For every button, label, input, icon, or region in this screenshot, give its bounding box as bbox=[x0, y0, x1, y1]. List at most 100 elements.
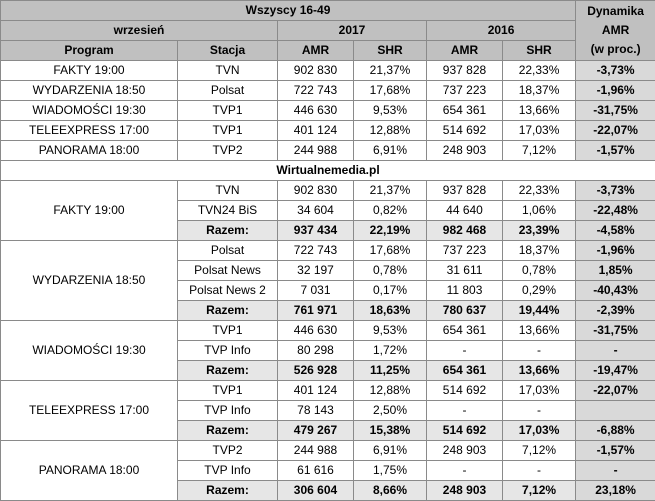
station-cell: Polsat bbox=[177, 80, 278, 101]
program-cell: FAKTY 19:00 bbox=[0, 60, 178, 81]
dynamics-cell: -40,43% bbox=[575, 280, 655, 301]
station-cell: TVP2 bbox=[177, 440, 278, 461]
amr-2017-cell: 34 604 bbox=[277, 200, 354, 221]
year-2017-header: 2017 bbox=[277, 20, 427, 41]
shr-2016-cell: 22,33% bbox=[501, 180, 577, 201]
dynamics-cell bbox=[575, 400, 655, 421]
total-label-cell: Razem: bbox=[177, 300, 278, 321]
amr-2017-cell: 78 143 bbox=[277, 400, 354, 421]
dynamics-cell: - bbox=[575, 340, 655, 361]
station-cell: TVP Info bbox=[177, 400, 278, 421]
amr-2016-cell: 31 611 bbox=[426, 260, 503, 281]
group-program-cell: FAKTY 19:00 bbox=[0, 180, 178, 241]
summary-row: WIADOMOŚCI 19:30 TVP1 446 630 9,53% 654 361 1… bbox=[0, 100, 655, 121]
amr-2017-cell: 61 616 bbox=[277, 460, 354, 481]
shr-2017-header: SHR bbox=[353, 40, 427, 61]
amr-2016-cell: 248 903 bbox=[426, 140, 503, 161]
group-total-row: Razem: 479 267 15,38% 514 692 17,03% -6,88% bbox=[1, 420, 655, 441]
dynamics-cell: -22,07% bbox=[575, 120, 655, 141]
group-row: FAKTY 19:00 TVN 902 830 21,37% 937 828 22,33%… bbox=[0, 180, 655, 241]
shr-2016-cell: 0,78% bbox=[501, 260, 577, 281]
amr-2016-cell: - bbox=[426, 460, 503, 481]
dynamics-header-line3: (w proc.) bbox=[590, 42, 641, 56]
shr-2017-cell: 6,91% bbox=[353, 140, 427, 161]
summary-row: FAKTY 19:00 TVN 902 830 21,37% 937 828 22,33%… bbox=[0, 60, 655, 81]
group-row: PANORAMA 18:00 TVP2 244 988 6,91% 248 903 7,1… bbox=[0, 440, 655, 501]
total-dynamics-cell: -2,39% bbox=[575, 300, 655, 321]
shr-2016-cell: 0,29% bbox=[501, 280, 577, 301]
program-header: Program bbox=[0, 40, 178, 61]
shr-2016-cell: - bbox=[501, 400, 577, 421]
amr-2016-header: AMR bbox=[426, 40, 503, 61]
amr-2016-cell: 44 640 bbox=[426, 200, 503, 221]
group-row: TVP Info 61 616 1,75% - - - bbox=[1, 460, 655, 481]
station-header: Stacja bbox=[177, 40, 278, 61]
total-amr-2016-cell: 248 903 bbox=[426, 480, 503, 501]
shr-2016-cell: 13,66% bbox=[501, 100, 577, 121]
group-row: WYDARZENIA 18:50 Polsat 722 743 17,68% 737 2… bbox=[0, 240, 655, 321]
shr-2016-cell: 1,06% bbox=[501, 200, 577, 221]
amr-2017-cell: 401 124 bbox=[277, 380, 354, 401]
group-row: TELEEXPRESS 17:00 TVP1 401 124 12,88% 514 69… bbox=[0, 380, 655, 441]
station-cell: TVN24 BiS bbox=[177, 200, 278, 221]
group-row: WIADOMOŚCI 19:30 TVP1 446 630 9,53% 654 361 1… bbox=[0, 320, 655, 381]
program-cell: TELEEXPRESS 17:00 bbox=[0, 120, 178, 141]
total-dynamics-cell: 23,18% bbox=[575, 480, 655, 501]
source-label: Wirtualnemedia.pl bbox=[0, 160, 655, 181]
shr-2017-cell: 0,82% bbox=[353, 200, 427, 221]
station-cell: TVP2 bbox=[177, 140, 278, 161]
shr-2017-cell: 9,53% bbox=[353, 100, 427, 121]
amr-2016-cell: 937 828 bbox=[426, 60, 503, 81]
period-row: wrzesień 2017 2016 bbox=[0, 20, 655, 41]
total-shr-2017-cell: 11,25% bbox=[353, 360, 427, 381]
shr-2017-cell: 17,68% bbox=[353, 240, 427, 261]
group-total-row: Razem: 526 928 11,25% 654 361 13,66% -19,47% bbox=[1, 360, 655, 381]
dynamics-header-line1: Dynamika bbox=[587, 4, 644, 18]
amr-2017-cell: 7 031 bbox=[277, 280, 354, 301]
amr-2016-cell: 514 692 bbox=[426, 380, 503, 401]
period-header: wrzesień bbox=[0, 20, 278, 41]
dynamics-cell: -22,48% bbox=[575, 200, 655, 221]
amr-2017-cell: 244 988 bbox=[277, 440, 354, 461]
amr-2016-cell: 937 828 bbox=[426, 180, 503, 201]
amr-2017-cell: 722 743 bbox=[277, 80, 354, 101]
column-header-row: Program Stacja AMR SHR AMR SHR bbox=[0, 40, 655, 61]
amr-2016-cell: 654 361 bbox=[426, 100, 503, 121]
amr-2017-cell: 446 630 bbox=[277, 320, 354, 341]
group-program-cell: TELEEXPRESS 17:00 bbox=[0, 380, 178, 441]
shr-2016-cell: 18,37% bbox=[501, 80, 577, 101]
total-dynamics-cell: -19,47% bbox=[575, 360, 655, 381]
table-title: Wszyscy 16-49 bbox=[0, 0, 577, 21]
source-row: Wirtualnemedia.pl bbox=[0, 160, 655, 181]
amr-2016-cell: 737 223 bbox=[426, 240, 503, 261]
total-shr-2017-cell: 22,19% bbox=[353, 220, 427, 241]
shr-2016-header: SHR bbox=[501, 40, 577, 61]
shr-2017-cell: 12,88% bbox=[353, 120, 427, 141]
amr-2017-cell: 902 830 bbox=[277, 60, 354, 81]
program-cell: PANORAMA 18:00 bbox=[0, 140, 178, 161]
total-amr-2017-cell: 761 971 bbox=[277, 300, 354, 321]
shr-2016-cell: - bbox=[501, 340, 577, 361]
dynamics-cell: -31,75% bbox=[575, 100, 655, 121]
amr-2016-cell: 514 692 bbox=[426, 120, 503, 141]
summary-row: PANORAMA 18:00 TVP2 244 988 6,91% 248 903 7,1… bbox=[0, 140, 655, 161]
program-cell: WIADOMOŚCI 19:30 bbox=[0, 100, 178, 121]
total-shr-2016-cell: 17,03% bbox=[501, 420, 577, 441]
total-label-cell: Razem: bbox=[177, 420, 278, 441]
amr-2017-cell: 722 743 bbox=[277, 240, 354, 261]
total-label-cell: Razem: bbox=[177, 480, 278, 501]
year-2016-header: 2016 bbox=[425, 20, 577, 41]
station-cell: TVP1 bbox=[177, 380, 278, 401]
shr-2017-cell: 17,68% bbox=[353, 80, 427, 101]
shr-2017-cell: 21,37% bbox=[353, 60, 427, 81]
amr-2017-cell: 244 988 bbox=[277, 140, 354, 161]
summary-row: WYDARZENIA 18:50 Polsat 722 743 17,68% 737 2… bbox=[0, 80, 655, 101]
group-program-cell: WYDARZENIA 18:50 bbox=[0, 240, 178, 321]
amr-2017-cell: 401 124 bbox=[277, 120, 354, 141]
dynamics-cell: -22,07% bbox=[575, 380, 655, 401]
total-label-cell: Razem: bbox=[177, 220, 278, 241]
group-program-cell: WIADOMOŚCI 19:30 bbox=[0, 320, 178, 381]
dynamics-cell: -1,96% bbox=[575, 240, 655, 261]
station-cell: TVN bbox=[177, 60, 278, 81]
